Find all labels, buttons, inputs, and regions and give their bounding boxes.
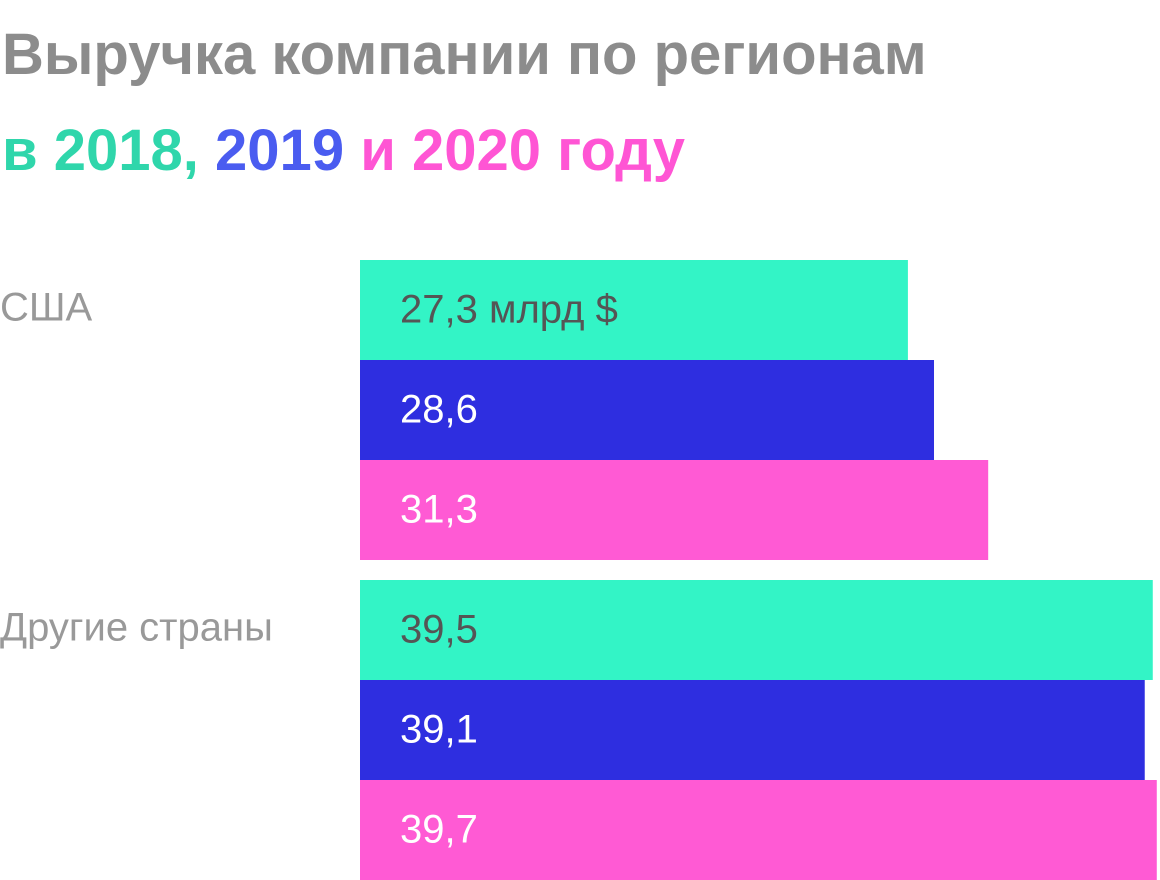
bar [360, 680, 1145, 780]
subtitle-part: в 2018, [2, 118, 199, 183]
chart-subtitle: в 2018, 2019 и 2020 году [2, 118, 685, 183]
category-label: США [0, 286, 93, 330]
bar [360, 780, 1157, 880]
bar [360, 360, 935, 460]
bar [360, 260, 908, 360]
value-label: 27,3 млрд $ [400, 288, 618, 332]
subtitle-part: 2019 [215, 118, 344, 183]
chart-title: Выручка компании по регионам [2, 22, 927, 87]
value-label: 39,1 [400, 708, 478, 752]
value-label: 39,5 [400, 608, 478, 652]
value-label: 39,7 [400, 808, 478, 852]
value-label: 28,6 [400, 388, 478, 432]
bar [360, 580, 1153, 680]
category-label: Другие страны [0, 606, 273, 650]
bar [360, 460, 989, 560]
subtitle-part: и 2020 году [360, 118, 685, 183]
value-label: 31,3 [400, 488, 478, 532]
